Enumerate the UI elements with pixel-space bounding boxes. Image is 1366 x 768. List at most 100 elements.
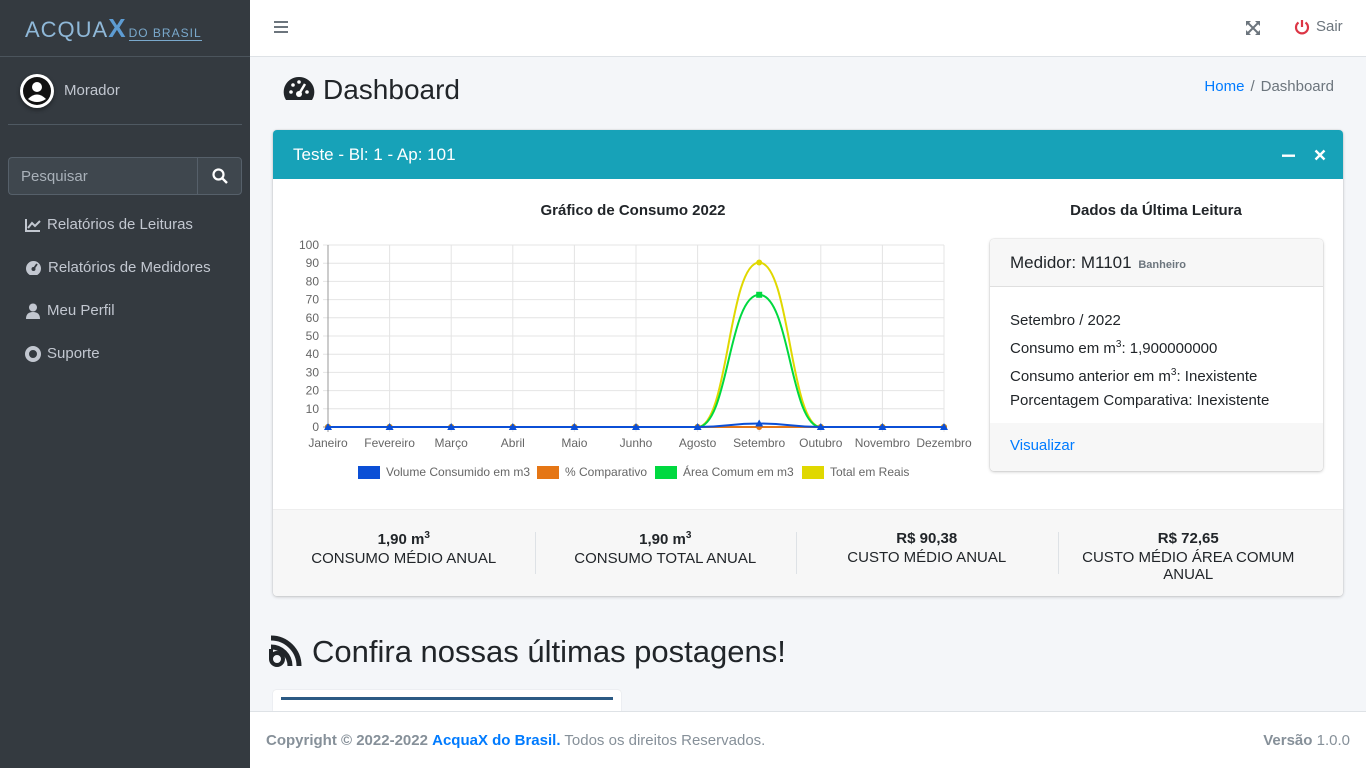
sidebar-item-label: Suporte (47, 345, 100, 362)
reading-anterior: Consumo anterior em m3: Inexistente (1010, 367, 1258, 385)
x-tick-label: Maio (561, 436, 587, 450)
visualizar-link[interactable]: Visualizar (1010, 437, 1075, 454)
y-tick-label: 30 (306, 365, 320, 379)
legend-swatch (802, 466, 824, 479)
stat-label: CUSTO MÉDIO ÁREA COMUM ANUAL (1082, 549, 1295, 583)
search-input[interactable] (8, 157, 197, 195)
data-point (385, 423, 394, 430)
x-tick-label: Dezembro (916, 436, 972, 450)
search-button[interactable] (197, 157, 242, 195)
expand-arrows-icon (1246, 21, 1260, 35)
life-ring-icon (25, 345, 41, 362)
chart-title: Gráfico de Consumo 2022 (540, 202, 726, 219)
card-title: Teste - Bl: 1 - Ap: 101 (293, 144, 456, 164)
footer-company-link[interactable]: AcquaX do Brasil. (432, 732, 561, 749)
collapse-button[interactable] (1279, 146, 1297, 164)
fullscreen-button[interactable] (1245, 20, 1261, 41)
sidebar-item-label: Meu Perfil (47, 302, 115, 319)
stat-value: 1,90 m3 (639, 530, 692, 548)
logout-label: Sair (1316, 18, 1343, 35)
stat-consumo-total: 1,90 m3 CONSUMO TOTAL ANUAL (534, 510, 797, 596)
stat-custo-medio: R$ 90,38 CUSTO MÉDIO ANUAL (796, 510, 1058, 596)
y-tick-label: 10 (306, 402, 320, 416)
breadcrumb: Home / Dashboard (1204, 78, 1334, 95)
footer-copyright: Copyright © 2022-2022 AcquaX do Brasil. … (266, 732, 766, 749)
remove-button[interactable] (1311, 146, 1329, 164)
times-icon (1314, 149, 1326, 161)
breadcrumb-current: Dashboard (1260, 78, 1334, 95)
legend-label: Área Comum em m3 (683, 464, 794, 479)
meter-header: Medidor: M1101 Banheiro (990, 239, 1323, 287)
x-tick-label: Fevereiro (364, 436, 415, 450)
breadcrumb-home[interactable]: Home (1204, 78, 1245, 95)
sidebar-item-label: Relatórios de Leituras (47, 216, 193, 233)
last-reading-card: Medidor: M1101 Banheiro Setembro / 2022 … (990, 239, 1323, 471)
y-tick-label: 100 (299, 238, 319, 252)
y-tick-label: 40 (306, 347, 320, 361)
last-reading-title: Dados da Última Leitura (1070, 202, 1242, 219)
user-icon (26, 303, 40, 319)
minus-icon (1281, 154, 1295, 157)
data-point (570, 423, 579, 430)
data-point (693, 423, 702, 430)
posts-header: Confira nossas últimas postagens! (268, 634, 786, 670)
sidebar-item-label: Relatórios de Medidores (48, 259, 211, 276)
card-header: Teste - Bl: 1 - Ap: 101 (273, 130, 1343, 179)
data-point (447, 423, 456, 430)
user-circle-icon (23, 76, 51, 105)
legend-swatch (358, 466, 380, 479)
page-footer: Copyright © 2022-2022 AcquaX do Brasil. … (250, 711, 1366, 768)
y-tick-label: 90 (306, 256, 320, 270)
x-tick-label: Setembro (733, 436, 785, 450)
sidebar-item-suporte[interactable]: Suporte (0, 332, 250, 375)
stat-custo-area-comum: R$ 72,65 CUSTO MÉDIO ÁREA COMUM ANUAL (1057, 510, 1320, 596)
page-header: Dashboard (283, 74, 460, 106)
chart-line-icon (25, 218, 41, 232)
stat-value: R$ 72,65 (1157, 530, 1219, 547)
breadcrumb-separator: / (1250, 78, 1255, 95)
x-tick-label: Novembro (855, 436, 911, 450)
reading-consumo: Consumo em m3: 1,900000000 (1010, 339, 1218, 357)
legend-label: Total em Reais (830, 465, 909, 479)
gauge-icon (26, 261, 41, 275)
user-name[interactable]: Morador (64, 82, 120, 99)
x-tick-label: Abril (501, 436, 525, 450)
posts-title: Confira nossas últimas postagens! (312, 634, 786, 669)
power-icon (1294, 19, 1310, 34)
data-point (508, 423, 517, 430)
logout-button[interactable]: Sair (1294, 18, 1343, 35)
footer-version: Versão 1.0.0 (1263, 732, 1350, 749)
x-tick-label: Março (435, 436, 469, 450)
x-tick-label: Junho (620, 436, 653, 450)
card-tools (1265, 146, 1329, 164)
legend-swatch (655, 466, 677, 479)
stats-footer: 1,90 m3 CONSUMO MÉDIO ANUAL 1,90 m3 CONS… (273, 509, 1343, 596)
blog-icon (269, 635, 302, 667)
apartment-card: Teste - Bl: 1 - Ap: 101 Gráfico de Consu… (273, 130, 1343, 596)
y-tick-label: 80 (306, 274, 320, 288)
y-tick-label: 20 (306, 384, 320, 398)
data-point (324, 423, 332, 430)
sidebar-item-meu-perfil[interactable]: Meu Perfil (0, 289, 250, 332)
sidebar-item-relatorios-leituras[interactable]: Relatórios de Leituras (0, 203, 250, 246)
y-tick-label: 0 (312, 420, 319, 434)
bars-icon (274, 21, 288, 33)
brand-link[interactable]: ACQUA X DO BRASIL (0, 0, 250, 57)
consumption-chart: 0 10 20 30 40 50 60 70 80 90 100 Janeiro Fevereiro Ma… (299, 238, 972, 479)
legend-label: Volume Consumido em m3 (386, 465, 530, 479)
stat-label: CONSUMO TOTAL ANUAL (574, 550, 757, 567)
x-tick-label: Janeiro (308, 436, 348, 450)
legend-label: % Comparativo (565, 465, 647, 479)
meter-label: Medidor: M1101 (1010, 253, 1132, 272)
reading-details: Setembro / 2022 Consumo em m3: 1,9000000… (990, 287, 1323, 423)
user-panel[interactable]: Morador (8, 57, 242, 125)
x-tick-label: Agosto (679, 436, 717, 450)
stat-label: CUSTO MÉDIO ANUAL (847, 549, 1007, 566)
data-point (756, 259, 763, 266)
sidebar-item-relatorios-medidores[interactable]: Relatórios de Medidores (0, 246, 250, 289)
y-tick-label: 60 (306, 311, 320, 325)
sidebar-nav: Relatórios de Leituras Relatórios de Med… (0, 203, 250, 375)
menu-toggle-button[interactable] (274, 20, 288, 39)
reading-period: Setembro / 2022 (1010, 312, 1121, 329)
data-point (632, 423, 640, 430)
